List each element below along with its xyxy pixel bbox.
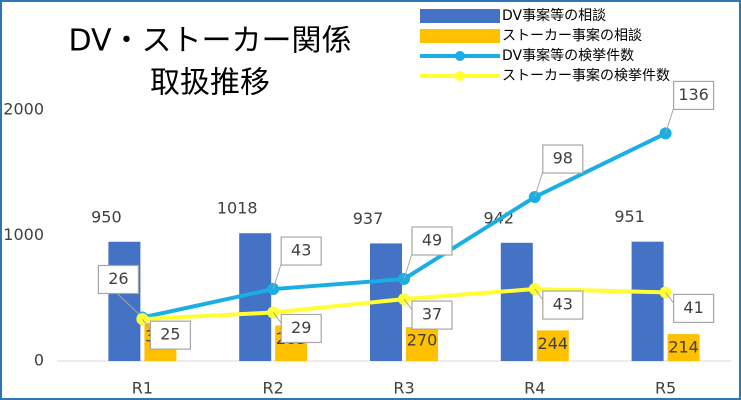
data-label: 41	[683, 298, 703, 317]
data-label: 26	[108, 269, 128, 288]
legend-label: ストーカー事案の相談	[502, 27, 642, 44]
label-box	[411, 226, 453, 256]
chart-title: DV・ストーカー関係	[68, 24, 351, 59]
legend-swatch	[455, 51, 465, 61]
y-tick-label: 2000	[3, 100, 44, 119]
bar	[536, 330, 569, 361]
data-label: 98	[553, 149, 573, 168]
x-tick-label: R4	[524, 379, 545, 398]
data-label: 244	[538, 334, 569, 353]
chart-title: 取扱推移	[150, 66, 270, 101]
data-label: 214	[668, 338, 699, 357]
data-label: 37	[422, 305, 442, 324]
data-label: 49	[422, 231, 442, 250]
x-tick-label: R3	[393, 379, 414, 398]
data-label: 43	[291, 241, 311, 260]
label-box	[97, 264, 140, 295]
legend-swatch	[420, 9, 500, 23]
y-tick-label: 1000	[3, 225, 44, 244]
data-label: 950	[91, 207, 122, 226]
x-tick-label: R5	[655, 379, 676, 398]
data-label: 937	[353, 209, 384, 228]
y-tick-label: 0	[34, 351, 44, 370]
label-box	[280, 313, 322, 344]
bar	[406, 327, 438, 361]
bar	[631, 241, 664, 361]
label-box	[411, 300, 453, 330]
legend-label: ストーカー事案の検挙件数	[502, 67, 670, 84]
label-box	[672, 80, 715, 111]
legend-label: DV事案等の相談	[502, 7, 606, 24]
data-label: 270	[407, 331, 438, 350]
label-box	[280, 236, 322, 266]
bar	[667, 334, 700, 361]
data-label: 951	[614, 207, 645, 226]
x-tick-label: R2	[263, 379, 284, 398]
label-box	[149, 320, 191, 350]
bar	[108, 241, 141, 361]
label-box	[672, 293, 715, 323]
bar	[500, 242, 533, 361]
data-label: 136	[678, 85, 709, 104]
data-label: 25	[160, 325, 180, 344]
label-box	[542, 144, 584, 174]
legend-label: DV事案等の検挙件数	[502, 47, 634, 64]
data-label: 43	[553, 295, 573, 314]
legend-swatch	[455, 71, 465, 81]
label-box	[542, 290, 584, 320]
legend-swatch	[420, 29, 500, 43]
data-label: 29	[291, 318, 311, 337]
data-label: 1018	[217, 199, 258, 218]
x-tick-label: R1	[132, 379, 153, 398]
